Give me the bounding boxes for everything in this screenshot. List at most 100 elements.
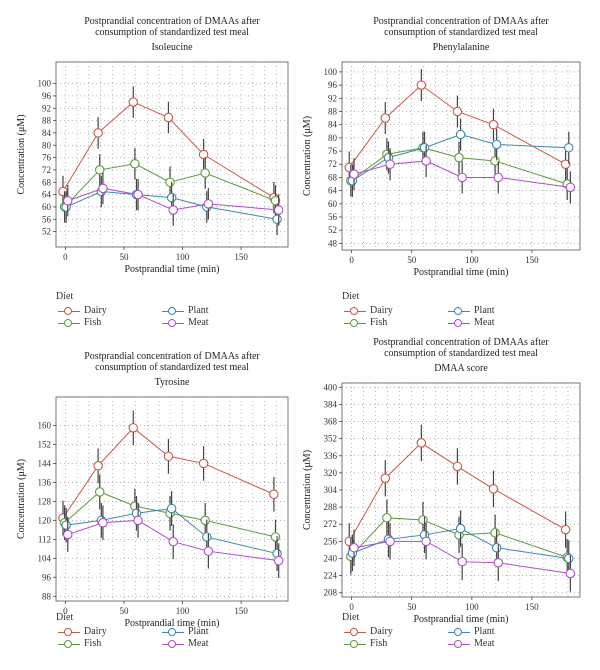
data-point-fish (200, 168, 210, 178)
y-tick-label: 104 (38, 553, 52, 563)
data-point-meat (63, 196, 73, 206)
data-point-dairy (560, 524, 571, 535)
legend-item-fish: Fish (58, 638, 101, 649)
legend-item-meat: Meat (162, 638, 209, 649)
x-tick-label: 50 (119, 252, 129, 262)
legend-marker-plant (162, 306, 184, 316)
chart-panel-phenylalanine: Postprandial concentration of DMAAs afte… (300, 0, 600, 335)
data-point-dairy (380, 473, 391, 483)
legend-title: Diet (56, 612, 74, 623)
chart-panel-dmaa-score: Postprandial concentration of DMAAs afte… (300, 335, 600, 670)
legend-item-dairy: Dairy (344, 305, 393, 316)
series-line-dairy (348, 84, 566, 168)
data-point-fish (270, 532, 281, 542)
legend-item-dairy: Dairy (58, 305, 107, 316)
data-point-plant (166, 503, 177, 514)
y-axis-label: Concentration (μM) (16, 459, 27, 539)
y-tick-label: 384 (324, 399, 338, 409)
legend-item-plant: Plant (162, 305, 209, 316)
series-plant (347, 510, 574, 577)
x-tick-label: 0 (63, 252, 68, 262)
y-tick-label: 60 (42, 202, 52, 212)
y-tick-label: 76 (42, 153, 52, 163)
legend-bottom: Diet Dairy Plant Fish Meat (56, 612, 296, 662)
y-tick-label: 120 (38, 515, 52, 525)
series-line-meat (353, 160, 571, 188)
y-tick-label: 64 (328, 186, 338, 196)
legend-marker-dairy (344, 306, 366, 316)
series-line-fish (350, 147, 568, 185)
chart-tyrosine: Postprandial concentration of DMAAs afte… (16, 351, 289, 629)
legend-label: Dairy (370, 305, 393, 316)
y-tick-label: 56 (328, 212, 338, 222)
y-tick-label: 96 (42, 572, 52, 582)
legend-title: Diet (342, 291, 360, 302)
y-tick-label: 56 (42, 214, 52, 224)
data-point-meat (133, 515, 143, 526)
x-tick-label: 100 (176, 252, 190, 262)
legend-label: Fish (84, 317, 102, 328)
chart-subtitle: Tyrosine (155, 377, 190, 388)
data-point-dairy (93, 461, 103, 471)
y-tick-label: 336 (324, 451, 338, 461)
series-dairy (344, 69, 571, 184)
data-point-dairy (128, 97, 139, 107)
legend-marker-plant (162, 627, 184, 637)
data-point-plant (491, 543, 502, 553)
legend-title: Diet (342, 612, 360, 623)
legend-title: Diet (56, 291, 74, 302)
series-dairy (344, 424, 571, 560)
data-point-dairy (452, 461, 463, 472)
data-point-fish (490, 528, 500, 538)
legend-label: Meat (188, 638, 209, 649)
data-point-meat (133, 189, 143, 200)
data-point-meat (168, 536, 178, 547)
legend-item-meat: Meat (162, 317, 209, 328)
legend-marker-dairy (58, 306, 80, 316)
y-tick-label: 400 (324, 382, 338, 392)
data-point-dairy (93, 128, 103, 138)
series-line-fish (64, 491, 276, 538)
series-plant (61, 175, 282, 235)
data-point-fish (454, 152, 464, 163)
series-line-dairy (62, 427, 275, 519)
y-tick-label: 136 (38, 477, 52, 487)
data-point-plant (491, 139, 502, 150)
y-tick-label: 64 (42, 190, 52, 200)
y-tick-label: 88 (42, 591, 52, 601)
y-tick-label: 240 (324, 553, 338, 563)
legend-label: Meat (188, 317, 209, 328)
data-point-meat (349, 169, 359, 179)
data-point-meat (385, 536, 395, 547)
legend-marker-fish (58, 639, 80, 649)
legend-label: Plant (474, 305, 495, 316)
series-dairy (58, 86, 279, 214)
data-point-dairy (198, 458, 209, 469)
y-tick-label: 96 (42, 91, 52, 101)
series-line-plant (65, 190, 278, 220)
y-tick-label: 72 (328, 159, 337, 169)
legend-marker-fish (344, 318, 366, 328)
x-tick-label: 0 (349, 255, 354, 265)
data-point-fish (94, 487, 105, 497)
legend-marker-plant (448, 306, 470, 316)
series-line-fish (350, 517, 568, 558)
legend-label: Dairy (84, 305, 107, 316)
data-point-meat (565, 568, 576, 579)
legend-label: Fish (84, 638, 102, 649)
chart-subtitle: Isoleucine (151, 42, 193, 53)
y-tick-label: 52 (42, 227, 51, 237)
series-line-plant (352, 527, 569, 559)
y-tick-label: 256 (324, 536, 338, 546)
y-tick-label: 88 (42, 116, 52, 126)
legend-item-fish: Fish (344, 638, 387, 649)
series-meat (349, 523, 576, 592)
legend-item-dairy: Dairy (344, 626, 393, 637)
x-tick-label: 150 (234, 252, 248, 262)
plot-frame (341, 61, 581, 251)
series-line-plant (66, 507, 278, 555)
y-tick-label: 80 (328, 133, 338, 143)
y-tick-label: 152 (38, 439, 52, 449)
chart-panel-isoleucine: Postprandial concentration of DMAAs afte… (0, 0, 300, 335)
legend-label: Dairy (84, 626, 107, 637)
